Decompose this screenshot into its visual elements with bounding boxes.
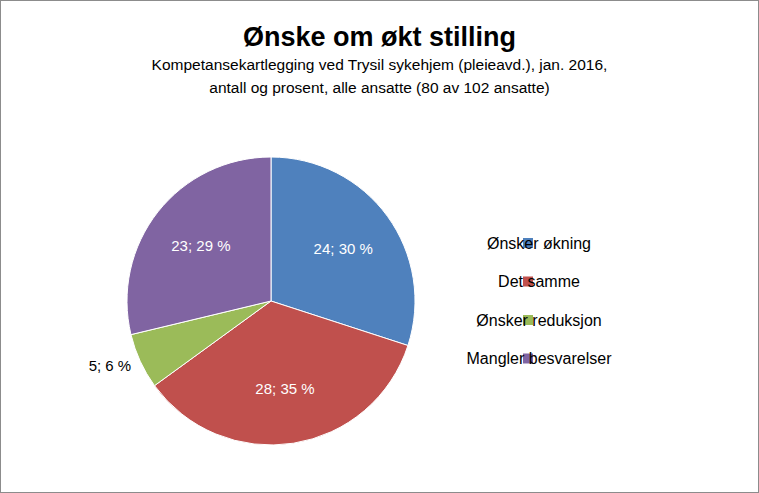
svg-text:28; 35 %: 28; 35 % [255, 380, 314, 397]
svg-text:Ønsker reduksjon: Ønsker reduksjon [476, 312, 601, 329]
html-text:antall og prosent, alle ansatt: antall og prosent, alle ansatte (80 av 1… [209, 79, 550, 96]
svg-text:23; 29 %: 23; 29 % [171, 237, 230, 254]
html-text:Kompetansekartlegging ved Trys: Kompetansekartlegging ved Trysil sykehje… [151, 56, 608, 73]
svg-text:24; 30 %: 24; 30 % [314, 240, 373, 257]
html-text:Ønske om økt stilling: Ønske om økt stilling [243, 22, 516, 52]
svg-text:Mangler besvarelser: Mangler besvarelser [467, 350, 613, 367]
svg-text:Ønsker økning: Ønsker økning [487, 235, 591, 252]
svg-text:Det samme: Det samme [498, 273, 580, 290]
svg-text:5; 6 %: 5; 6 % [89, 357, 132, 374]
